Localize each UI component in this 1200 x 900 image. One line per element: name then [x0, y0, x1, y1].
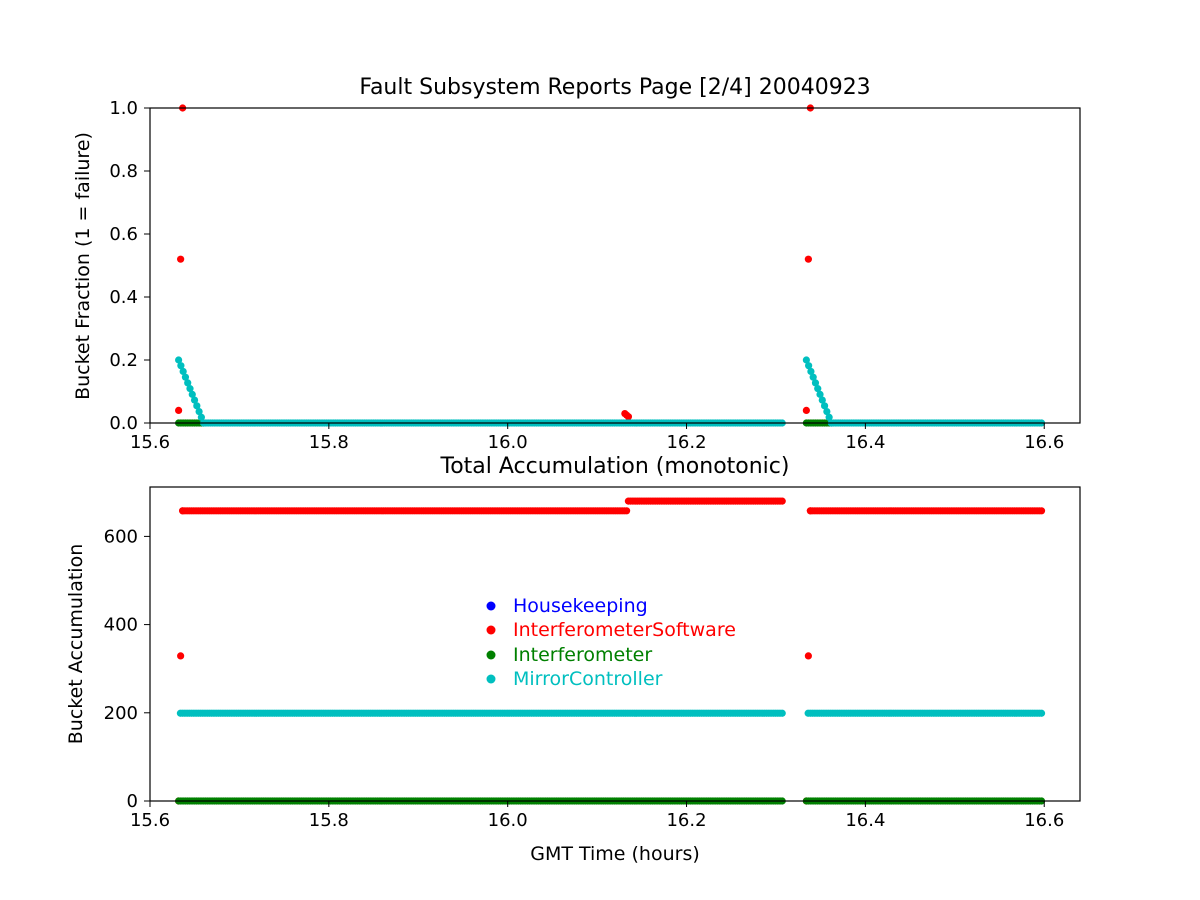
legend-entry-housekeeping: Housekeeping	[486, 595, 648, 617]
fraction-y-tick-label: 0.4	[109, 287, 138, 308]
fraction-x-tick-label: 15.8	[309, 432, 349, 453]
accumulation-x-tick-label: 15.6	[130, 810, 170, 831]
fraction-point-interferometersoftware	[802, 406, 810, 414]
accumulation-point-interferometersoftware	[177, 652, 185, 660]
accumulation-point-interferometersoftware	[1037, 507, 1046, 515]
accumulation-y-tick-label: 0	[127, 791, 138, 812]
fraction-point-mirrorcontroller	[811, 379, 820, 387]
legend-label-interferometer: Interferometer	[513, 644, 652, 666]
fraction-point-interferometersoftware	[804, 255, 812, 263]
fraction-point-mirrorcontroller	[816, 390, 824, 398]
fraction-point-mirrorcontroller	[802, 356, 810, 364]
fraction-point-mirrorcontroller	[179, 367, 187, 376]
accumulation-y-tick-label: 400	[104, 615, 138, 636]
fraction-point-mirrorcontroller	[823, 407, 831, 416]
fraction-point-mirrorcontroller	[186, 385, 194, 393]
accumulation-x-tick-label: 15.8	[309, 810, 349, 831]
fraction-x-tick-label: 16.4	[845, 432, 885, 453]
fraction-point-interferometersoftware	[175, 406, 183, 414]
legend-marker-interferometersoftware	[486, 625, 496, 635]
legend-label-interferometersoftware: InterferometerSoftware	[513, 619, 736, 641]
accumulation-x-tick-label: 16.2	[666, 810, 706, 831]
fraction-y-tick-label: 0.6	[109, 224, 138, 245]
accumulation-x-tick-label: 16.6	[1024, 810, 1064, 831]
fraction-point-mirrorcontroller	[193, 402, 201, 410]
fraction-point-mirrorcontroller	[190, 396, 199, 404]
fraction-y-axis-label: Bucket Fraction (1 = failure)	[72, 132, 94, 400]
fraction-point-mirrorcontroller	[825, 413, 833, 421]
fraction-point-mirrorcontroller	[818, 396, 826, 404]
fraction-chart-title: Fault Subsystem Reports Page [2/4] 20040…	[359, 75, 870, 100]
fraction-plot-frame	[149, 107, 1081, 424]
fraction-point-mirrorcontroller	[197, 413, 205, 421]
fraction-point-interferometersoftware	[177, 255, 185, 263]
accumulation-ticks: 15.6 15.8 16.0 16.2 16.4 16.6 0 200 400 600	[104, 526, 1065, 831]
fraction-x-tick-label: 16.2	[666, 432, 706, 453]
accumulation-x-tick-label: 16.0	[488, 810, 528, 831]
fraction-y-tick-label: 0.0	[109, 413, 138, 434]
accumulation-point-interferometersoftware	[623, 507, 631, 515]
legend-marker-housekeeping	[486, 601, 496, 611]
fraction-point-mirrorcontroller	[188, 390, 196, 398]
legend-entry-mirrorcontroller: MirrorController	[486, 668, 663, 690]
fraction-point-mirrorcontroller	[177, 362, 185, 370]
fraction-point-mirrorcontroller	[184, 379, 192, 387]
fraction-point-mirrorcontroller	[814, 385, 822, 393]
accumulation-x-tick-label: 16.4	[845, 810, 885, 831]
fraction-point-mirrorcontroller	[820, 402, 829, 410]
accumulation-point-interferometersoftware	[804, 652, 812, 660]
accumulation-series-mirrorcontroller	[176, 709, 1046, 717]
fraction-point-mirrorcontroller	[805, 362, 813, 370]
accumulation-point-mirrorcontroller	[1037, 709, 1046, 717]
accumulation-panel: Total Accumulation (monotonic) Bucket Ac…	[65, 454, 1081, 865]
fraction-point-mirrorcontroller	[195, 407, 203, 416]
accumulation-chart-title: Total Accumulation (monotonic)	[440, 454, 790, 479]
legend-label-housekeeping: Housekeeping	[513, 595, 648, 617]
legend-marker-mirrorcontroller	[486, 674, 496, 684]
fraction-x-tick-label: 16.0	[488, 432, 528, 453]
accumulation-y-axis-label: Bucket Accumulation	[65, 544, 87, 745]
fraction-y-tick-label: 0.2	[109, 350, 138, 371]
legend-entry-interferometersoftware: InterferometerSoftware	[486, 619, 736, 641]
chart-legend: Housekeeping InterferometerSoftware Inte…	[486, 595, 736, 690]
fraction-point-mirrorcontroller	[181, 373, 190, 381]
fraction-point-mirrorcontroller	[175, 356, 183, 364]
fraction-ticks: 15.6 15.8 16.0 16.2 16.4 16.6 0.0 0.2 0.4 0.6 0.8 1…	[109, 98, 1064, 453]
fraction-y-tick-label: 0.8	[109, 161, 138, 182]
fraction-x-tick-label: 15.6	[130, 432, 170, 453]
legend-label-mirrorcontroller: MirrorController	[513, 668, 663, 690]
fraction-point-interferometersoftware	[624, 413, 633, 421]
accumulation-y-tick-label: 200	[104, 703, 138, 724]
accumulation-point-mirrorcontroller	[778, 709, 786, 717]
fraction-series-interferometersoftware	[175, 104, 814, 421]
accumulation-x-axis-label: GMT Time (hours)	[530, 843, 700, 865]
fraction-x-tick-label: 16.6	[1024, 432, 1064, 453]
fraction-point-mirrorcontroller	[809, 373, 817, 381]
fraction-y-tick-label: 1.0	[109, 98, 138, 119]
legend-marker-interferometer	[486, 650, 496, 660]
accumulation-point-interferometersoftware	[778, 497, 786, 505]
legend-entry-interferometer: Interferometer	[486, 644, 652, 666]
accumulation-y-tick-label: 600	[104, 526, 138, 547]
accumulation-plot-frame	[149, 486, 1081, 802]
fraction-point-mirrorcontroller	[807, 367, 815, 376]
fraction-panel: Fault Subsystem Reports Page [2/4] 20040…	[72, 75, 1081, 453]
